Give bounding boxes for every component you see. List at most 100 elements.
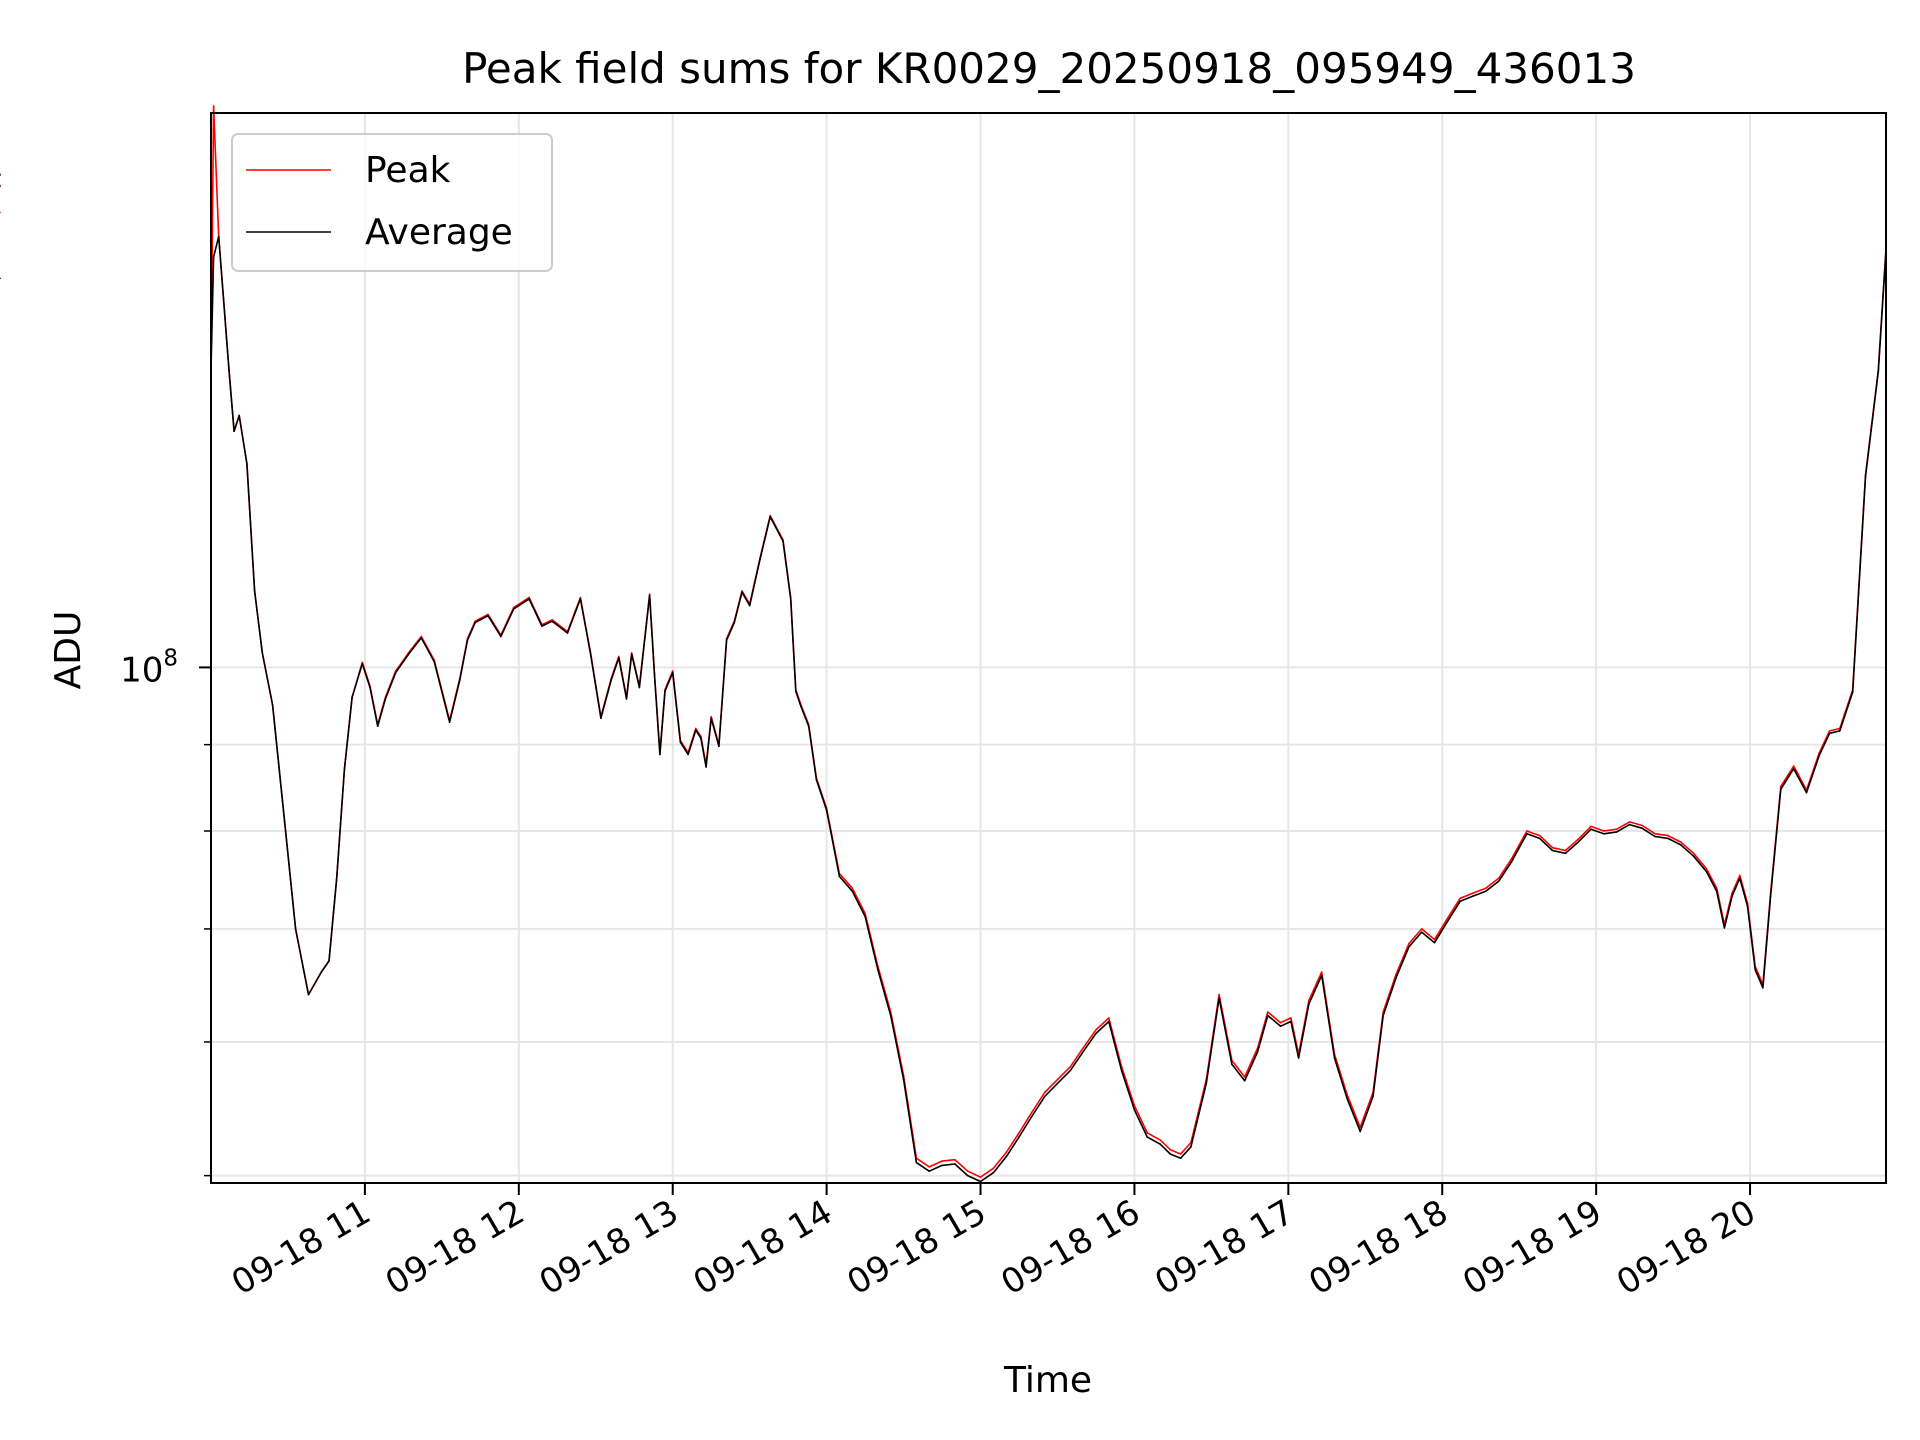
data-point-average bbox=[1818, 754, 1821, 757]
data-point-average bbox=[253, 590, 256, 592]
data-point-average bbox=[825, 809, 828, 811]
data-point-average bbox=[1018, 1136, 1020, 1138]
data-point-average bbox=[343, 768, 346, 771]
data-point-peak bbox=[1069, 1066, 1072, 1068]
data-point-average bbox=[1346, 1098, 1349, 1100]
y-tick-base: 10 bbox=[120, 650, 163, 690]
data-point-average bbox=[659, 753, 661, 756]
data-point-average bbox=[487, 614, 489, 617]
data-point-peak bbox=[1408, 942, 1410, 945]
data-point-average bbox=[1762, 987, 1764, 989]
data-point-average bbox=[1279, 1025, 1282, 1027]
data-point-peak bbox=[579, 596, 582, 599]
data-point-average bbox=[0, 277, 1, 280]
data-point-average bbox=[815, 778, 818, 781]
data-point-peak bbox=[1715, 887, 1718, 889]
data-point-peak bbox=[1497, 877, 1500, 880]
data-point-average bbox=[1169, 1153, 1172, 1155]
data-point-peak bbox=[1705, 867, 1708, 870]
data-point-peak bbox=[1739, 874, 1741, 877]
data-point-peak bbox=[1667, 834, 1669, 837]
data-point-average bbox=[1805, 791, 1808, 794]
data-point-average bbox=[625, 698, 628, 700]
data-point-peak bbox=[1308, 999, 1310, 1002]
data-point-peak bbox=[966, 1170, 969, 1172]
data-point-average bbox=[1290, 1020, 1292, 1023]
data-point-average bbox=[782, 540, 784, 542]
data-point-average bbox=[376, 725, 379, 727]
data-point-peak bbox=[1179, 1153, 1182, 1155]
data-point-average bbox=[1628, 823, 1631, 826]
data-point-average bbox=[1667, 837, 1669, 840]
data-point-average bbox=[789, 598, 792, 600]
data-point-average bbox=[600, 717, 602, 720]
data-point-average bbox=[1577, 841, 1579, 843]
data-point-peak bbox=[420, 635, 423, 638]
data-point-average bbox=[1603, 833, 1605, 835]
data-point-average bbox=[1095, 1032, 1097, 1035]
data-point-average bbox=[474, 621, 477, 624]
data-point-average bbox=[741, 591, 743, 593]
data-point-peak bbox=[1433, 938, 1436, 941]
data-point-peak bbox=[1243, 1076, 1246, 1078]
data-point-peak bbox=[1538, 834, 1541, 837]
data-point-peak bbox=[1359, 1126, 1361, 1129]
data-point-average bbox=[1551, 849, 1554, 852]
data-point-average bbox=[902, 1078, 905, 1081]
data-point-average bbox=[589, 653, 592, 656]
data-point-average bbox=[420, 637, 423, 639]
chart-title: Peak field sums for KR0029_20250918_0959… bbox=[462, 44, 1636, 93]
data-point-average bbox=[1256, 1051, 1259, 1053]
data-point-peak bbox=[1459, 897, 1461, 899]
data-point-average bbox=[579, 598, 582, 600]
data-point-peak bbox=[1615, 828, 1618, 830]
data-point-average bbox=[679, 741, 682, 743]
data-point-average bbox=[566, 632, 569, 634]
data-point-peak bbox=[648, 593, 651, 595]
data-point-average bbox=[889, 1014, 892, 1017]
data-point-peak bbox=[1056, 1078, 1059, 1081]
data-point-average bbox=[1654, 835, 1656, 838]
data-point-average bbox=[864, 915, 866, 918]
data-point-peak bbox=[1290, 1017, 1292, 1019]
y-axis-label: ADU bbox=[48, 611, 89, 690]
data-point-average bbox=[1372, 1095, 1374, 1098]
data-point-peak bbox=[695, 727, 697, 730]
data-point-average bbox=[294, 928, 297, 930]
data-point-average bbox=[1205, 1082, 1208, 1085]
data-point-average bbox=[369, 686, 371, 689]
data-point-average bbox=[1510, 861, 1513, 863]
data-point-average bbox=[384, 698, 387, 700]
data-point-average bbox=[459, 679, 461, 681]
data-point-peak bbox=[1218, 993, 1220, 996]
data-point-average bbox=[759, 559, 761, 561]
data-point-peak bbox=[1641, 824, 1644, 827]
data-point-peak bbox=[487, 613, 489, 616]
data-point-average bbox=[1739, 877, 1741, 880]
data-point-average bbox=[1472, 895, 1474, 897]
data-point-average bbox=[718, 745, 720, 748]
data-point-average bbox=[1851, 691, 1854, 693]
data-point-peak bbox=[992, 1167, 995, 1170]
data-point-average bbox=[1705, 870, 1708, 873]
data-point-average bbox=[695, 729, 697, 731]
data-point-peak bbox=[1031, 1111, 1033, 1114]
data-point-peak bbox=[1780, 785, 1782, 788]
data-point-peak bbox=[1267, 1011, 1269, 1013]
data-point-average bbox=[551, 620, 553, 622]
data-point-average bbox=[233, 430, 235, 433]
data-point-average bbox=[1692, 855, 1695, 857]
legend: Peak Average bbox=[231, 133, 553, 272]
grid-lines bbox=[211, 113, 1886, 1183]
data-point-average bbox=[1179, 1157, 1182, 1159]
data-point-average bbox=[1056, 1082, 1059, 1085]
data-point-average bbox=[1308, 1003, 1310, 1005]
series-points-average bbox=[0, 174, 1887, 1183]
data-point-average bbox=[0, 185, 1, 188]
data-point-peak bbox=[1680, 841, 1682, 843]
data-point-average bbox=[1159, 1143, 1161, 1145]
data-point-average bbox=[246, 463, 248, 465]
data-point-average bbox=[710, 717, 712, 720]
data-point-average bbox=[335, 877, 338, 880]
data-point-peak bbox=[1472, 892, 1474, 894]
